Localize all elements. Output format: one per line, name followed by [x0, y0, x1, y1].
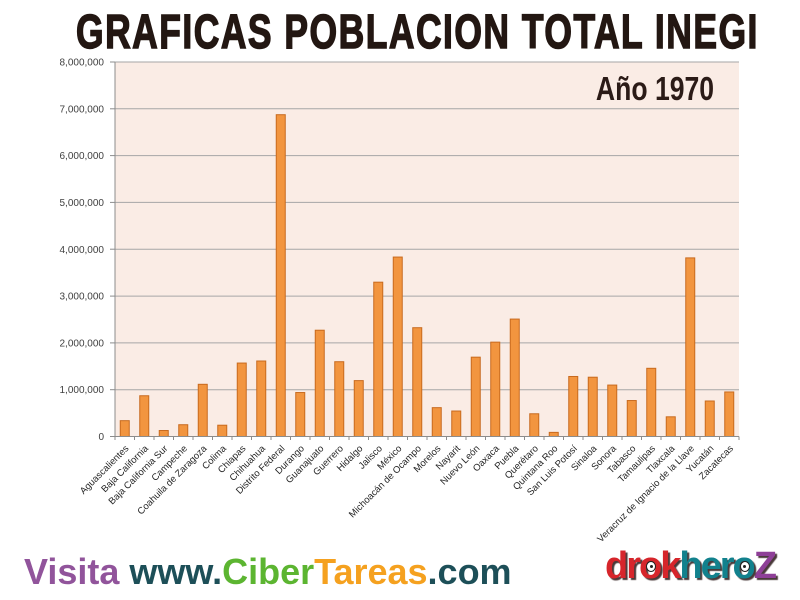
- svg-text:8,000,000: 8,000,000: [60, 58, 105, 69]
- svg-text:2,000,000: 2,000,000: [60, 338, 105, 349]
- svg-text:4,000,000: 4,000,000: [60, 245, 105, 256]
- svg-text:5,000,000: 5,000,000: [60, 198, 105, 209]
- svg-text:7,000,000: 7,000,000: [60, 104, 105, 115]
- svg-text:1,000,000: 1,000,000: [60, 385, 105, 396]
- svg-text:6,000,000: 6,000,000: [60, 151, 105, 162]
- svg-text:3,000,000: 3,000,000: [60, 292, 105, 303]
- svg-text:0: 0: [98, 432, 104, 443]
